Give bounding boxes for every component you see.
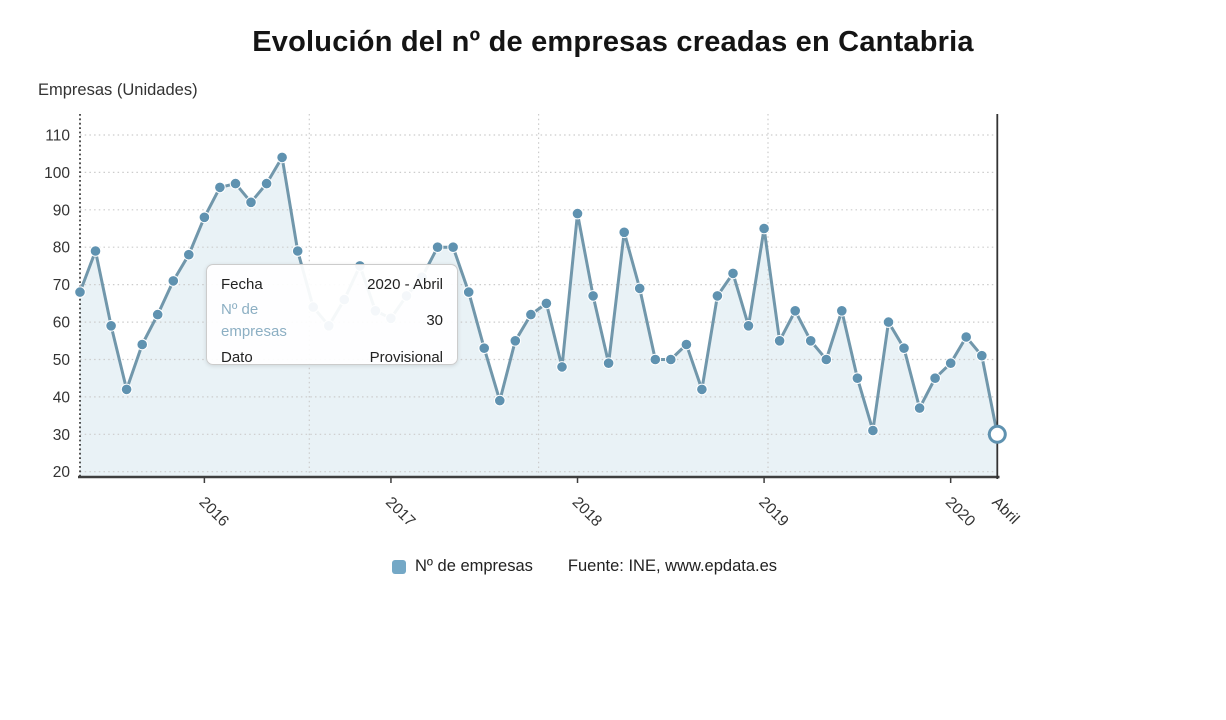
data-point[interactable] bbox=[976, 349, 988, 362]
data-point[interactable] bbox=[447, 241, 459, 253]
data-point[interactable] bbox=[431, 241, 444, 253]
x-tick-label: 2018 bbox=[569, 494, 605, 530]
y-tick-label: 20 bbox=[53, 464, 71, 481]
tooltip-value: Provisional bbox=[369, 348, 443, 366]
data-point[interactable] bbox=[167, 275, 180, 287]
data-point[interactable] bbox=[494, 394, 506, 407]
data-point[interactable] bbox=[571, 207, 584, 220]
data-point[interactable] bbox=[478, 342, 491, 355]
data-point[interactable] bbox=[276, 151, 288, 164]
data-point[interactable] bbox=[229, 177, 242, 190]
data-point[interactable] bbox=[509, 335, 522, 347]
tooltip-label: Dato bbox=[221, 348, 253, 366]
data-point[interactable] bbox=[120, 383, 133, 396]
data-point[interactable] bbox=[758, 222, 770, 235]
data-point[interactable] bbox=[898, 342, 910, 355]
y-tick-label: 110 bbox=[45, 128, 70, 145]
data-point[interactable] bbox=[649, 353, 662, 366]
tooltip-value: 2020 - Abril bbox=[367, 276, 443, 293]
x-tick-label: 2017 bbox=[382, 494, 418, 530]
data-point[interactable] bbox=[913, 402, 926, 414]
data-point[interactable] bbox=[696, 383, 708, 396]
data-point[interactable] bbox=[960, 331, 973, 343]
data-point[interactable] bbox=[198, 211, 211, 224]
source-attribution: Fuente: INE, www.epdata.es bbox=[567, 557, 778, 575]
data-point[interactable] bbox=[727, 267, 739, 280]
data-point[interactable] bbox=[587, 290, 599, 302]
x-tick-label: 2020 bbox=[942, 494, 979, 531]
data-point[interactable] bbox=[136, 338, 148, 351]
y-tick-label: 90 bbox=[53, 202, 71, 219]
tooltip-row-fecha: Fecha 2020 - Abril bbox=[221, 275, 443, 295]
y-tick-label: 60 bbox=[53, 315, 71, 332]
y-tick-label: 80 bbox=[53, 240, 71, 257]
y-tick-label: 50 bbox=[53, 352, 71, 369]
data-point[interactable] bbox=[804, 335, 817, 347]
legend: Nº de empresas Fuente: INE, www.epdata.e… bbox=[392, 557, 777, 576]
data-point[interactable] bbox=[882, 316, 895, 328]
data-point[interactable] bbox=[665, 353, 677, 366]
data-point[interactable] bbox=[773, 335, 786, 347]
highlight-point[interactable] bbox=[987, 424, 1007, 444]
data-point[interactable] bbox=[711, 290, 724, 302]
data-point[interactable] bbox=[291, 245, 304, 257]
legend-swatch-icon bbox=[392, 559, 406, 574]
data-point[interactable] bbox=[820, 353, 833, 366]
chart-title: Evolución del nº de empresas creadas en … bbox=[252, 26, 974, 58]
data-point[interactable] bbox=[525, 308, 537, 321]
data-point[interactable] bbox=[151, 308, 164, 321]
data-point[interactable] bbox=[556, 361, 568, 373]
data-point[interactable] bbox=[851, 372, 864, 385]
data-point[interactable] bbox=[89, 245, 102, 257]
data-point[interactable] bbox=[789, 305, 802, 317]
data-point[interactable] bbox=[260, 177, 273, 190]
tooltip-value: 30 bbox=[426, 312, 443, 330]
data-point[interactable] bbox=[944, 357, 957, 370]
data-point[interactable] bbox=[618, 226, 631, 239]
legend-series-label[interactable]: Nº de empresas bbox=[415, 557, 533, 575]
data-point[interactable] bbox=[245, 196, 257, 209]
x-tick-label: 2019 bbox=[755, 494, 791, 530]
data-point[interactable] bbox=[867, 424, 879, 437]
tooltip-label-series: Nº de empresas bbox=[221, 300, 287, 341]
data-point[interactable] bbox=[74, 286, 86, 298]
data-point[interactable] bbox=[462, 286, 475, 298]
data-point[interactable] bbox=[214, 181, 226, 194]
data-point[interactable] bbox=[105, 320, 117, 332]
y-axis-title: Empresas (Unidades) bbox=[38, 81, 198, 99]
data-point[interactable] bbox=[540, 297, 553, 310]
tooltip-row-empresas: Nº de empresas 30 bbox=[221, 299, 443, 344]
data-point[interactable] bbox=[183, 248, 195, 261]
data-point[interactable] bbox=[929, 372, 941, 385]
y-tick-label: 30 bbox=[53, 427, 71, 444]
x-tick-label: 2016 bbox=[196, 494, 232, 530]
data-point[interactable] bbox=[742, 320, 755, 332]
data-point[interactable] bbox=[836, 305, 848, 317]
tooltip-label: Fecha bbox=[221, 276, 263, 293]
chart-tooltip: Fecha 2020 - Abril Nº de empresas 30 Dat… bbox=[206, 264, 458, 368]
y-tick-label: 70 bbox=[53, 277, 71, 294]
y-tick-label: 40 bbox=[53, 389, 71, 406]
data-point[interactable] bbox=[633, 282, 646, 295]
tooltip-row-dato: Dato Provisional bbox=[221, 348, 443, 368]
x-tick-label: Abril bbox=[988, 494, 1022, 528]
data-point[interactable] bbox=[602, 357, 615, 370]
y-tick-label: 100 bbox=[44, 165, 70, 182]
data-point[interactable] bbox=[680, 338, 693, 351]
